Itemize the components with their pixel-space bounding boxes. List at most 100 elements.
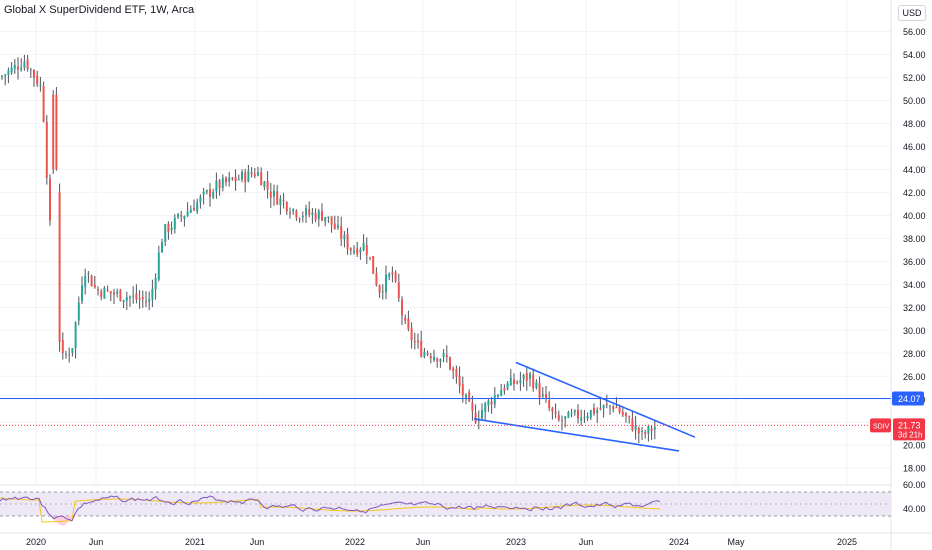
candle-up	[241, 171, 243, 180]
candle-down	[244, 172, 247, 183]
trendline-lower[interactable]	[473, 418, 680, 452]
candle-down	[628, 415, 631, 418]
candle-up	[205, 190, 208, 193]
candle-down	[631, 418, 634, 431]
candle-up	[148, 299, 151, 303]
price-axis[interactable]: 18.0020.0022.0024.0026.0028.0030.0032.00…	[903, 27, 926, 474]
candle-up	[13, 64, 16, 69]
candle-down	[545, 394, 547, 399]
candle-down	[650, 428, 653, 432]
candle-down	[404, 317, 407, 321]
candle-down	[538, 383, 541, 398]
candle-up	[305, 208, 307, 216]
candle-down	[413, 341, 416, 343]
candle-down	[17, 66, 19, 70]
currency-button[interactable]: USD	[898, 5, 926, 21]
candle-down	[417, 340, 419, 343]
candle-up	[433, 356, 435, 361]
candle-down	[42, 86, 45, 122]
candle-down	[551, 407, 554, 412]
candle-up	[573, 410, 576, 413]
candle-down	[49, 178, 51, 221]
time-tick-label: 2022	[345, 537, 365, 547]
candle-down	[625, 413, 627, 417]
price-tick-label: 38.00	[903, 234, 926, 244]
chart-title: Global X SuperDividend ETF, 1W, Arca	[4, 4, 195, 16]
candle-up	[151, 288, 154, 300]
candle-up	[541, 394, 544, 397]
plot-area[interactable]	[0, 0, 891, 485]
candle-up	[199, 196, 202, 203]
candle-up	[609, 405, 611, 407]
candle-down	[234, 177, 237, 182]
rsi-line	[0, 495, 661, 522]
candle-down	[253, 174, 256, 177]
price-tick-label: 54.00	[903, 50, 926, 60]
candle-down	[340, 226, 343, 239]
price-tick-label: 20.00	[903, 441, 926, 451]
time-tick-label: Jun	[250, 537, 265, 547]
candle-down	[119, 289, 122, 301]
price-tick-label: 28.00	[903, 349, 926, 359]
candle-down	[449, 357, 451, 370]
candle-up	[10, 67, 13, 73]
candle-up	[317, 210, 320, 220]
rsi-ma-line	[0, 497, 661, 523]
candle-down	[90, 275, 93, 287]
candle-down	[612, 406, 615, 410]
candle-up	[529, 373, 531, 379]
candle-down	[593, 407, 595, 414]
time-tick-label: 2020	[26, 537, 46, 547]
candle-up	[653, 426, 656, 430]
candle-up	[324, 217, 327, 222]
candle-down	[276, 191, 279, 205]
candle-down	[375, 273, 378, 286]
candle-up	[228, 177, 231, 182]
candle-up	[177, 213, 179, 218]
price-tick-label: 50.00	[903, 96, 926, 106]
candle-up	[535, 382, 538, 388]
time-tick-label: 2024	[669, 537, 689, 547]
candle-down	[141, 297, 144, 300]
candle-up	[81, 285, 83, 302]
trendlines[interactable]	[473, 361, 696, 452]
trendline-upper[interactable]	[515, 361, 696, 438]
price-tick-label: 36.00	[903, 257, 926, 267]
time-tick-label: 2023	[506, 537, 526, 547]
candle-down	[321, 211, 323, 221]
candle-down	[577, 409, 579, 419]
candle-down	[365, 245, 368, 256]
candle-up	[65, 354, 67, 356]
time-tick-label: 2021	[185, 537, 205, 547]
candle-up	[183, 216, 186, 219]
candle-up	[506, 383, 509, 389]
candle-up	[257, 172, 259, 176]
candles	[1, 54, 656, 443]
candle-up	[423, 351, 426, 357]
candle-up	[583, 417, 586, 419]
rsi-tick-label: 60.00	[903, 480, 926, 490]
candle-down	[225, 177, 227, 183]
candle-down	[61, 340, 64, 353]
candle-down	[391, 272, 394, 275]
rsi-pane[interactable]: 60.00 40.00	[0, 480, 926, 526]
candle-up	[161, 242, 163, 253]
time-axis[interactable]: 2020 Jun 2021 Jun 2022 Jun 2023 Jun 2024 May 2025	[26, 537, 857, 547]
horizontal-line[interactable]: 24.07	[0, 391, 924, 406]
price-tick-label: 52.00	[903, 73, 926, 83]
candle-down	[397, 282, 400, 299]
symbol-tag	[870, 418, 891, 433]
candle-down	[429, 355, 432, 359]
candle-down	[436, 358, 439, 362]
candle-up	[164, 224, 167, 242]
candle-down	[26, 59, 29, 70]
candle-down	[289, 212, 291, 214]
candle-down	[490, 401, 493, 405]
candle-up	[602, 405, 605, 409]
time-tick-label: Jun	[579, 537, 594, 547]
candle-down	[532, 374, 535, 389]
candle-up	[519, 380, 522, 383]
candle-down	[113, 292, 115, 295]
candle-up	[327, 216, 330, 218]
